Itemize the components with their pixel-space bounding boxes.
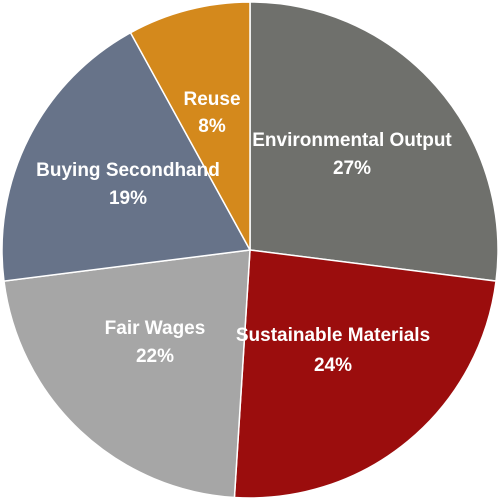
slice-category-label: Sustainable Materials xyxy=(236,325,430,346)
slice-value-label: 19% xyxy=(109,188,147,209)
slice-value-label: 8% xyxy=(198,116,226,137)
slice-category-label: Reuse xyxy=(183,89,240,110)
pie-slice-environmental-output xyxy=(249,1,499,282)
slice-value-label: 27% xyxy=(333,158,371,179)
slice-category-label: Buying Secondhand xyxy=(36,160,220,181)
pie-slice-buying-secondhand xyxy=(1,31,252,282)
slice-value-label: 22% xyxy=(136,346,174,367)
slice-category-label: Environmental Output xyxy=(252,130,452,151)
pie-slice-sustainable-materials xyxy=(233,249,497,499)
slice-category-label: Fair Wages xyxy=(105,318,206,339)
slice-value-label: 24% xyxy=(314,355,352,376)
pie-slice-reuse xyxy=(129,1,251,251)
pie-slice-fair-wages xyxy=(3,249,251,499)
pie-labels: Environmental Output 27% Sustainable Mater… xyxy=(36,89,452,376)
